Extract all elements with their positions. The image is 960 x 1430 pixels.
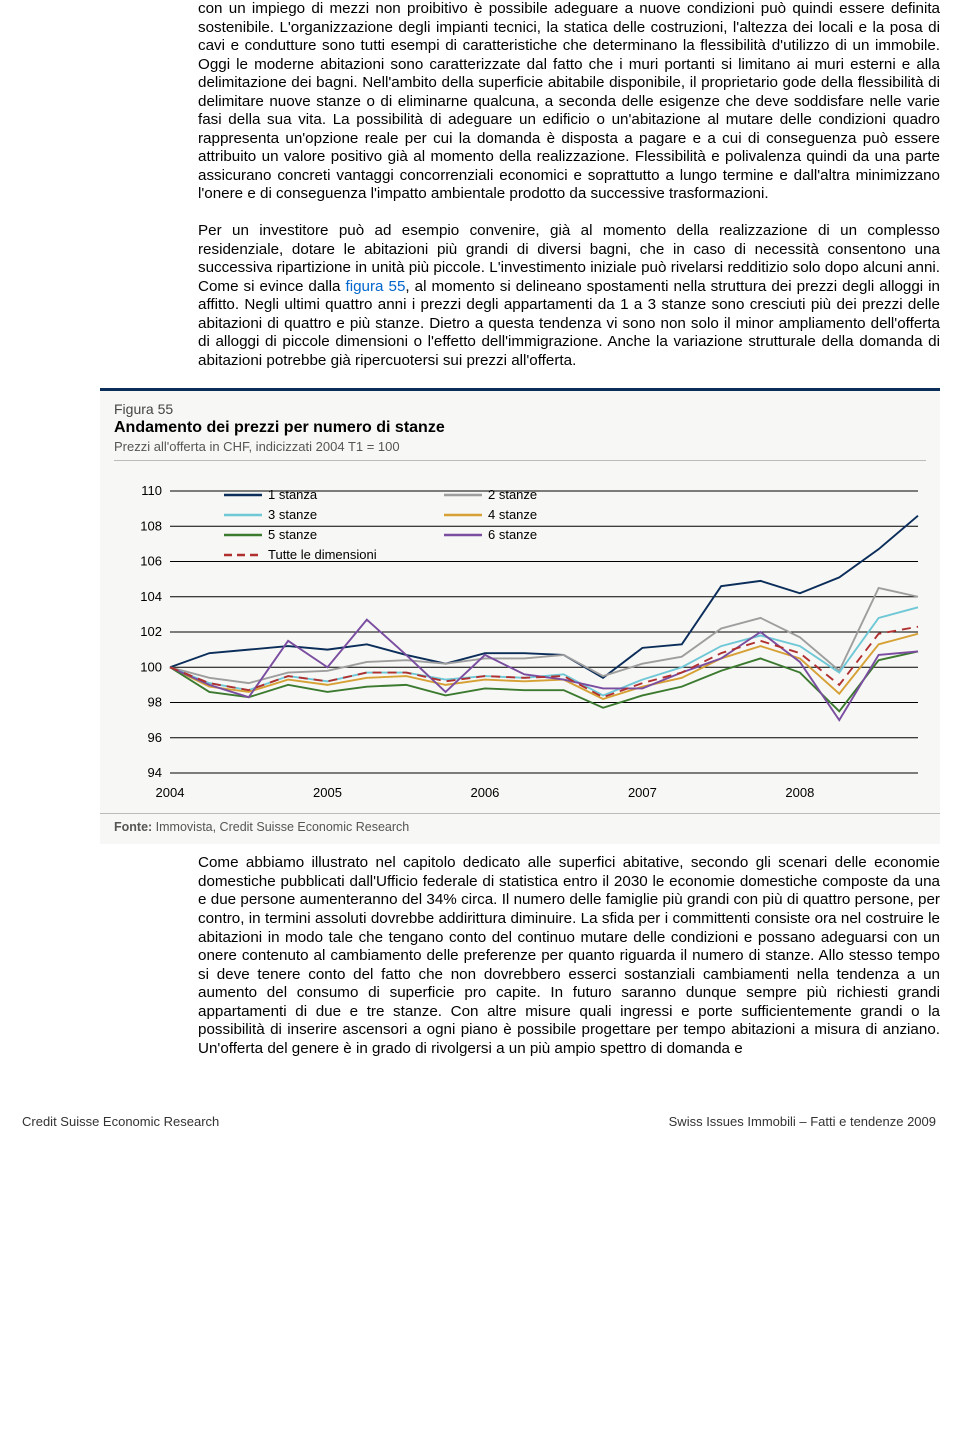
figure-number: Figura 55 — [114, 401, 926, 417]
price-chart: 94 96 98 100 102 104 106 108 110 2004 2005 2006 2007… — [110, 477, 930, 807]
footer-left: Credit Suisse Economic Research — [22, 1114, 219, 1129]
paragraph-1: con un impiego di mezzi non proibitivo è… — [18, 0, 940, 204]
svg-text:5 stanze: 5 stanze — [268, 527, 317, 542]
svg-text:2004: 2004 — [156, 785, 185, 800]
svg-text:2008: 2008 — [785, 785, 814, 800]
svg-text:96: 96 — [148, 730, 162, 745]
page-footer: Credit Suisse Economic Research Swiss Is… — [18, 1076, 940, 1143]
svg-text:2006: 2006 — [470, 785, 499, 800]
figure-source-text: Immovista, Credit Suisse Economic Resear… — [152, 820, 409, 834]
svg-text:98: 98 — [148, 695, 162, 710]
svg-text:3 stanze: 3 stanze — [268, 507, 317, 522]
svg-text:2007: 2007 — [628, 785, 657, 800]
svg-text:100: 100 — [140, 660, 162, 675]
figure-55: Figura 55 Andamento dei prezzi per numer… — [100, 388, 940, 844]
paragraph-2: Per un investitore può ad esempio conven… — [18, 222, 940, 370]
svg-text:102: 102 — [140, 624, 162, 639]
svg-text:108: 108 — [140, 519, 162, 534]
figure-source: Fonte: Immovista, Credit Suisse Economic… — [100, 813, 940, 844]
svg-text:110: 110 — [141, 483, 162, 498]
paragraph-3: Come abbiamo illustrato nel capitolo ded… — [18, 854, 940, 1058]
figure-title: Andamento dei prezzi per numero di stanz… — [114, 419, 926, 437]
figure-source-label: Fonte: — [114, 820, 152, 834]
figure-link-55[interactable]: figura 55 — [346, 278, 406, 295]
svg-text:4 stanze: 4 stanze — [488, 507, 537, 522]
svg-text:94: 94 — [148, 765, 162, 780]
svg-text:104: 104 — [140, 589, 162, 604]
footer-right: Swiss Issues Immobili – Fatti e tendenze… — [669, 1114, 936, 1129]
svg-text:2 stanze: 2 stanze — [488, 487, 537, 502]
svg-text:Tutte le dimensioni: Tutte le dimensioni — [268, 547, 377, 562]
svg-text:2005: 2005 — [313, 785, 342, 800]
svg-text:1 stanza: 1 stanza — [268, 487, 318, 502]
svg-text:6 stanze: 6 stanze — [488, 527, 537, 542]
svg-text:106: 106 — [140, 554, 162, 569]
figure-subtitle: Prezzi all'offerta in CHF, indicizzati 2… — [114, 439, 926, 461]
